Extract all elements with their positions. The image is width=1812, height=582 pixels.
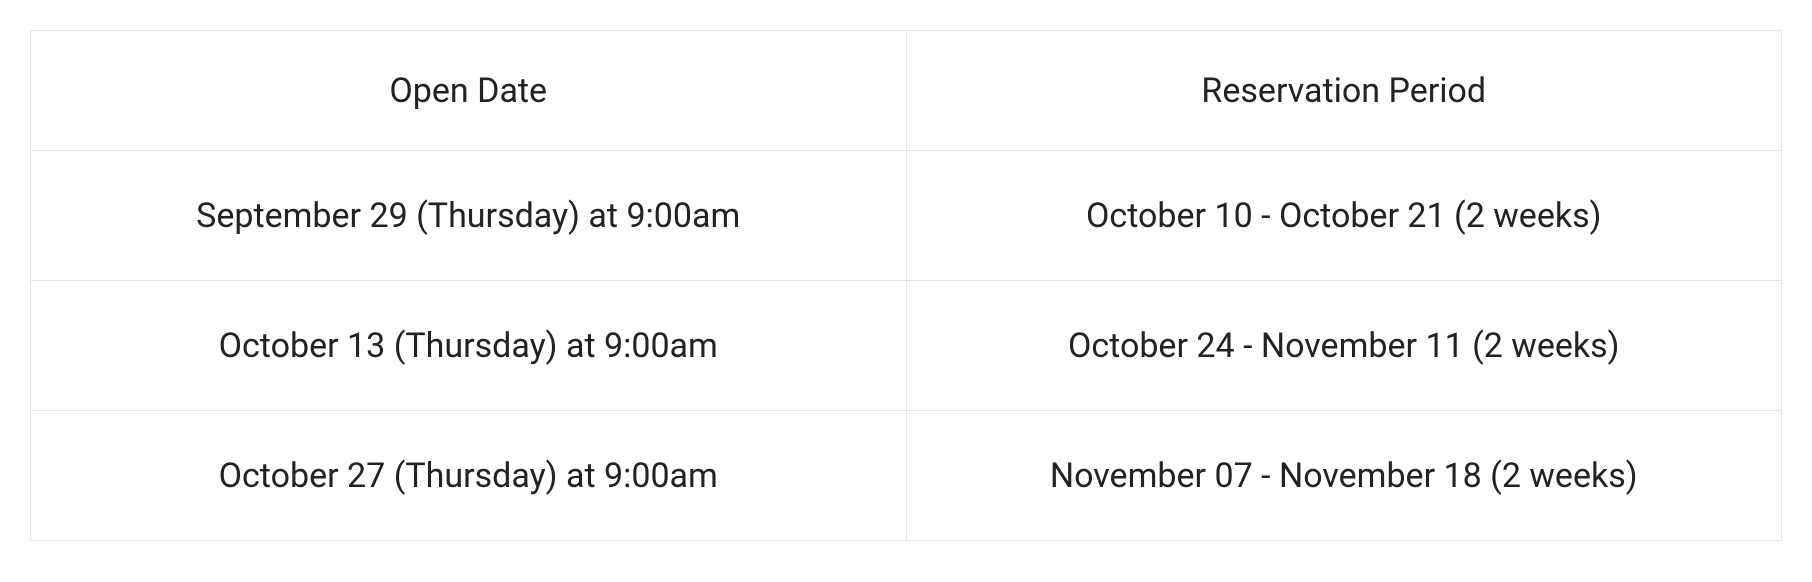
table-header-row: Open Date Reservation Period	[31, 31, 1782, 151]
cell-open-date: September 29 (Thursday) at 9:00am	[31, 151, 907, 281]
cell-reservation-period: October 10 - October 21 (2 weeks)	[906, 151, 1782, 281]
table-row: October 27 (Thursday) at 9:00am November…	[31, 411, 1782, 541]
column-header-open-date: Open Date	[31, 31, 907, 151]
reservation-schedule-table: Open Date Reservation Period September 2…	[30, 30, 1782, 541]
column-header-reservation-period: Reservation Period	[906, 31, 1782, 151]
cell-reservation-period: November 07 - November 18 (2 weeks)	[906, 411, 1782, 541]
cell-reservation-period: October 24 - November 11 (2 weeks)	[906, 281, 1782, 411]
cell-open-date: October 13 (Thursday) at 9:00am	[31, 281, 907, 411]
cell-open-date: October 27 (Thursday) at 9:00am	[31, 411, 907, 541]
table-row: October 13 (Thursday) at 9:00am October …	[31, 281, 1782, 411]
table-row: September 29 (Thursday) at 9:00am Octobe…	[31, 151, 1782, 281]
